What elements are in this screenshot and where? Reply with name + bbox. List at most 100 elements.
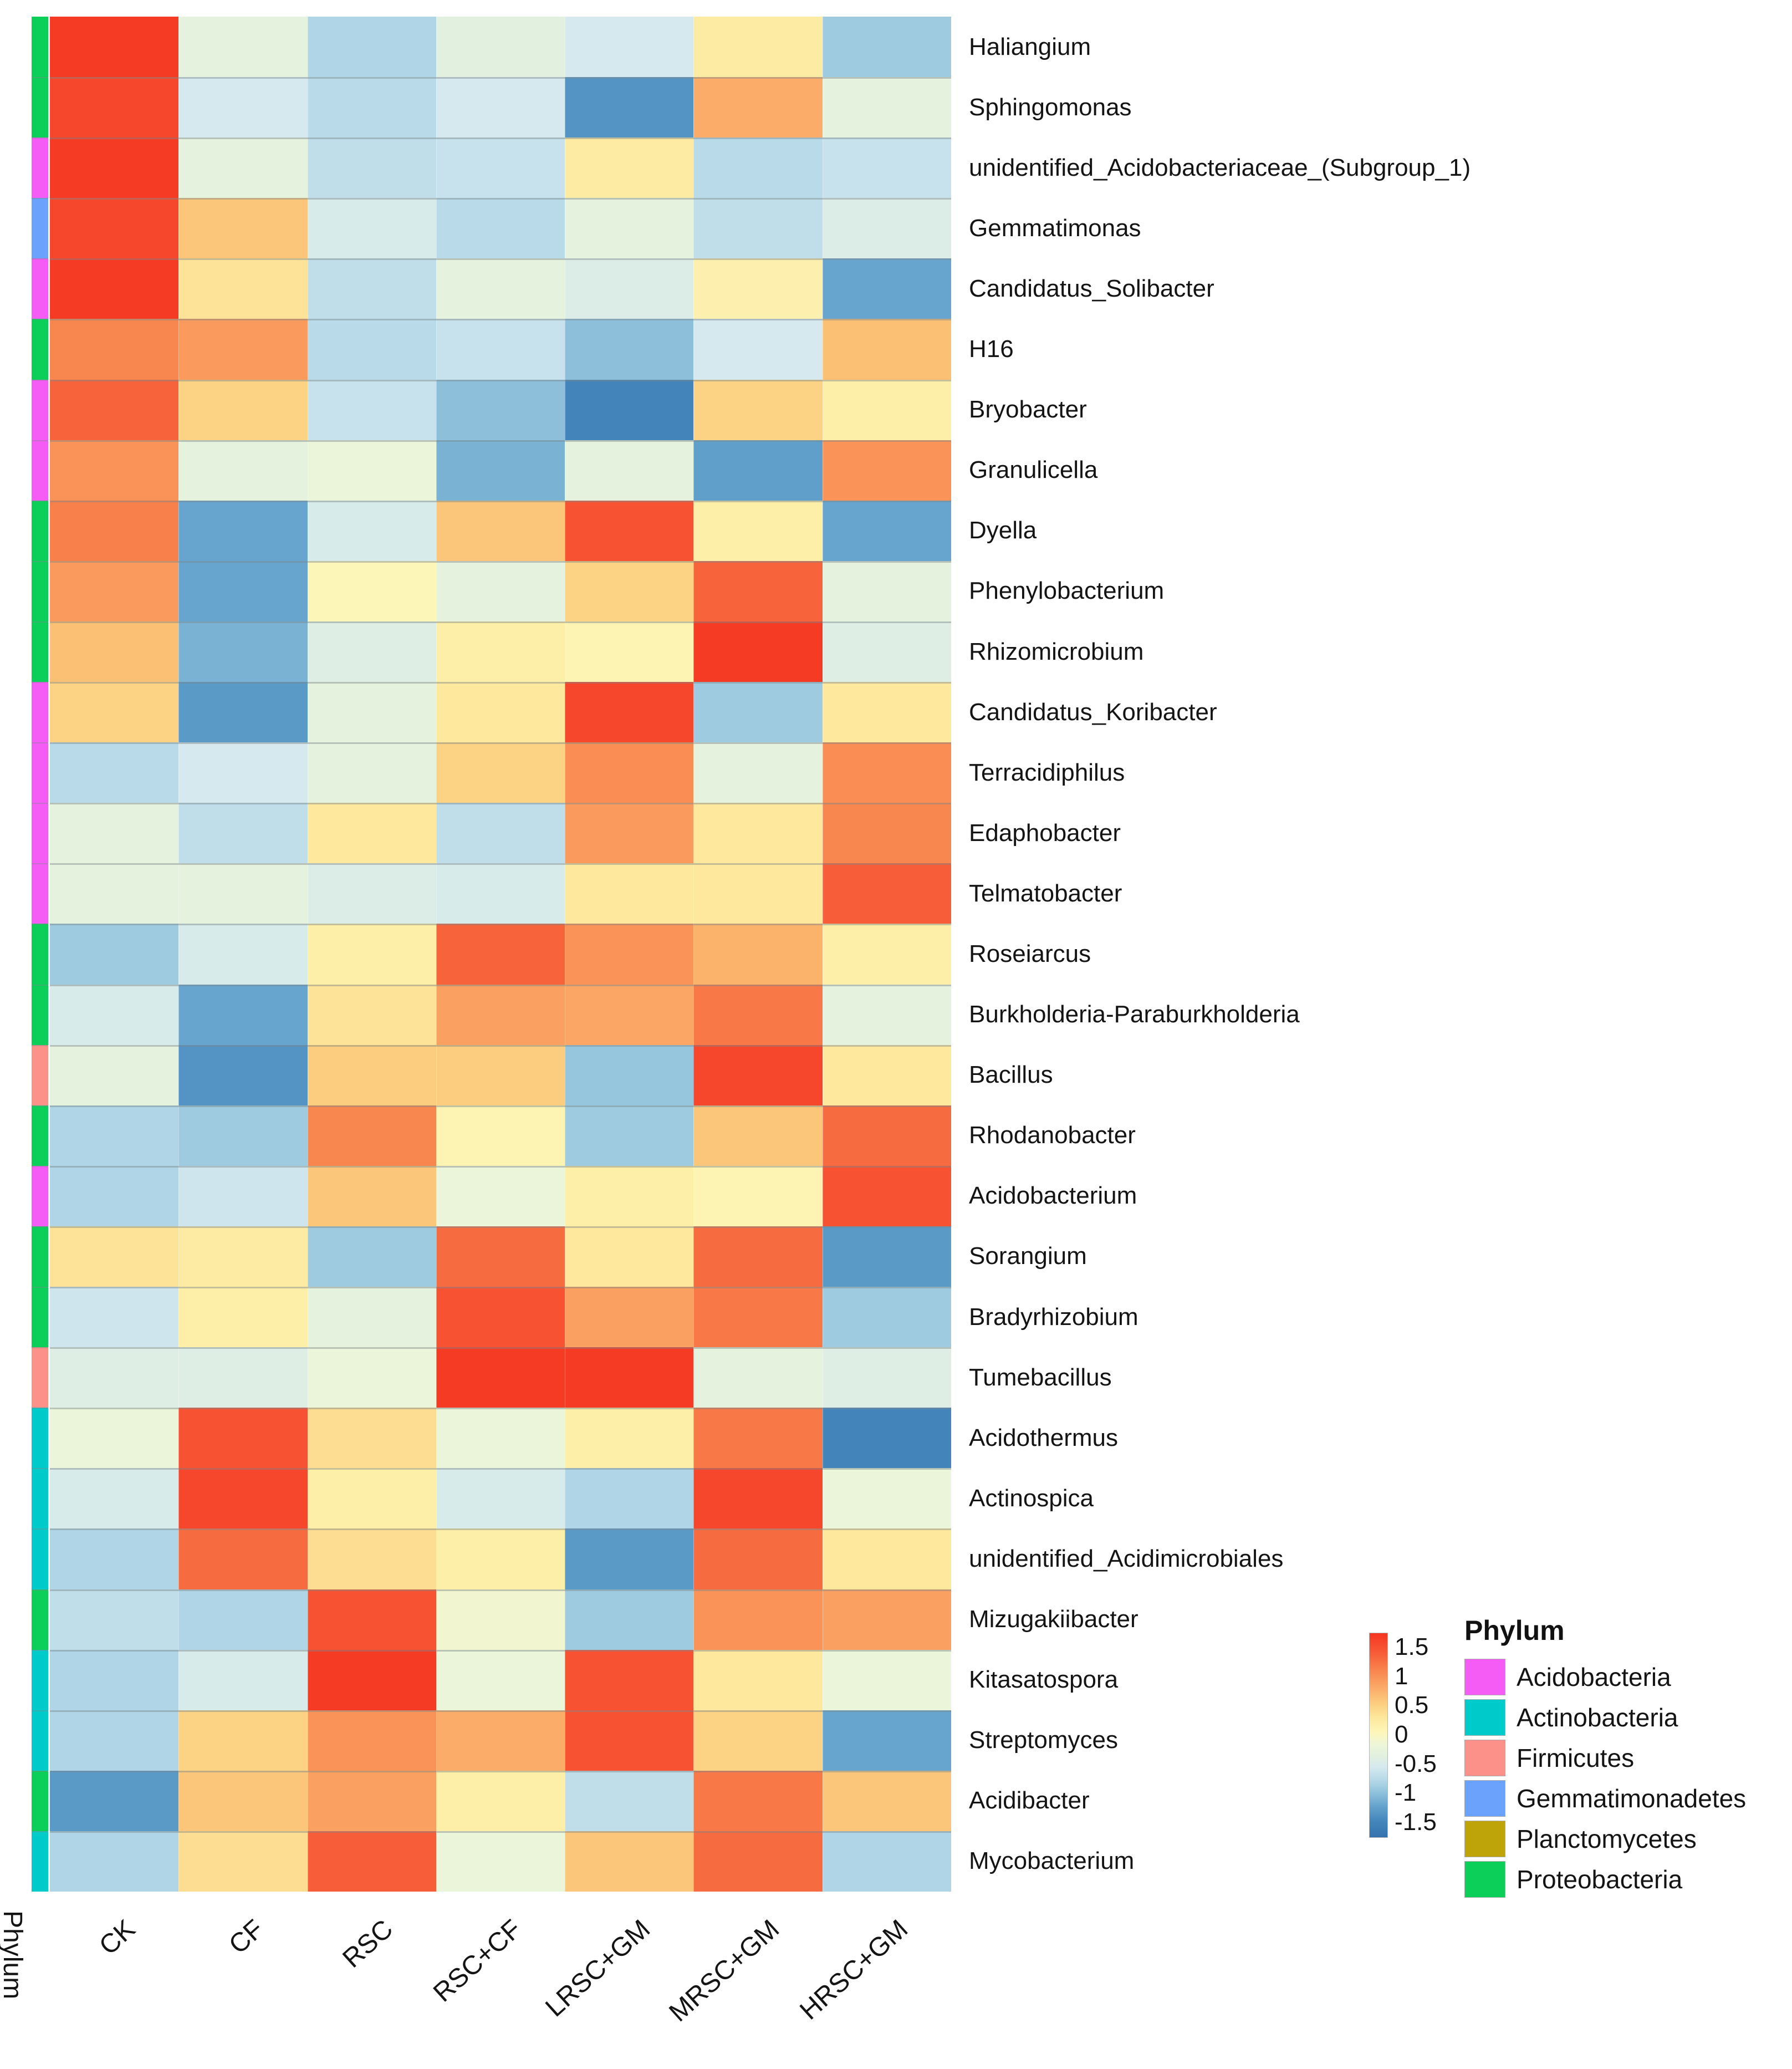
colorbar-tick: 1.5	[1395, 1633, 1429, 1661]
row-label: Haliangium	[969, 33, 1091, 60]
heatmap-cell	[565, 1287, 694, 1348]
heatmap-cell	[436, 560, 565, 622]
heatmap-cell	[822, 137, 952, 198]
row-label: Terracidiphilus	[969, 758, 1125, 786]
phylum-strip-segment	[32, 17, 48, 78]
heatmap-cell	[822, 1649, 952, 1711]
heatmap-cell	[178, 1408, 308, 1469]
heatmap-cell	[822, 1528, 952, 1589]
heatmap-cell	[50, 984, 179, 1046]
heatmap-cell	[178, 984, 308, 1046]
heatmap-cell	[693, 1528, 823, 1589]
heatmap-cell	[50, 1105, 179, 1166]
heatmap-cell	[436, 1408, 565, 1469]
heatmap-cell	[50, 621, 179, 682]
phylum-legend-label: Planctomycetes	[1517, 1825, 1697, 1853]
row-label: Gemmatimonas	[969, 214, 1141, 242]
heatmap-cell	[50, 1770, 179, 1832]
heatmap-cell	[178, 803, 308, 864]
heatmap-cell	[693, 440, 823, 501]
phylum-strip-segment	[32, 1347, 48, 1408]
heatmap-cell	[822, 1347, 952, 1408]
heatmap-cell	[822, 258, 952, 319]
row-label: Rhizomicrobium	[969, 638, 1144, 665]
heatmap-cell	[307, 1105, 437, 1166]
heatmap-cell	[307, 924, 437, 985]
heatmap-cell	[822, 1044, 952, 1106]
phylum-strip-segment	[32, 621, 48, 682]
phylum-strip-segment	[32, 1105, 48, 1166]
colorbar-tick: 1	[1395, 1662, 1408, 1690]
heatmap-cell	[178, 1044, 308, 1106]
heatmap-cell	[693, 1226, 823, 1287]
heatmap-cell	[307, 77, 437, 138]
heatmap-cell	[565, 1226, 694, 1287]
row-label: Candidatus_Solibacter	[969, 274, 1214, 302]
heatmap-cell	[693, 682, 823, 743]
phylum-strip-segment	[32, 742, 48, 803]
heatmap-cell	[178, 560, 308, 622]
heatmap-cell	[307, 319, 437, 380]
heatmap-cell	[50, 1589, 179, 1650]
heatmap-cell	[50, 803, 179, 864]
zscore-colorbar	[1369, 1633, 1388, 1838]
heatmap-cell	[436, 379, 565, 441]
row-label: Granulicella	[969, 456, 1098, 484]
heatmap-cell	[822, 742, 952, 803]
heatmap-cell	[436, 924, 565, 985]
heatmap-cell	[822, 682, 952, 743]
heatmap-cell	[565, 17, 694, 78]
heatmap-cell	[822, 77, 952, 138]
heatmap-cell	[307, 803, 437, 864]
heatmap-cell	[307, 17, 437, 78]
heatmap-cell	[307, 1408, 437, 1469]
heatmap-cell	[307, 560, 437, 622]
phylum-legend-swatch	[1464, 1740, 1505, 1776]
heatmap-cell	[822, 1165, 952, 1227]
heatmap-cell	[436, 17, 565, 78]
heatmap-cell	[178, 1347, 308, 1408]
heatmap-cell	[693, 1287, 823, 1348]
heatmap-cell	[565, 803, 694, 864]
row-label: Bradyrhizobium	[969, 1303, 1138, 1331]
heatmap-cell	[693, 621, 823, 682]
row-label: Kitasatospora	[969, 1666, 1119, 1694]
phylum-strip-segment	[32, 1468, 48, 1529]
heatmap-cell	[178, 1165, 308, 1227]
heatmap-cell	[307, 1528, 437, 1589]
heatmap-cell	[693, 198, 823, 259]
heatmap-cell	[50, 863, 179, 924]
row-label: Mizugakiibacter	[969, 1606, 1138, 1633]
phylum-strip-segment	[32, 1528, 48, 1589]
heatmap-cell	[307, 984, 437, 1046]
heatmap-cell	[307, 1831, 437, 1892]
heatmap-cell	[50, 500, 179, 562]
phylum-legend-label: Proteobacteria	[1517, 1865, 1683, 1894]
heatmap-cell	[436, 1649, 565, 1711]
heatmap-cell	[693, 17, 823, 78]
phylum-strip-segment	[32, 198, 48, 259]
colorbar-tick: -1	[1395, 1779, 1417, 1807]
heatmap-cell	[178, 1528, 308, 1589]
heatmap-cell	[307, 1044, 437, 1106]
heatmap-cell	[178, 137, 308, 198]
heatmap-cell	[50, 137, 179, 198]
phylum-legend-label: Gemmatimonadetes	[1517, 1784, 1747, 1813]
heatmap-cell	[565, 258, 694, 319]
heatmap-cell	[822, 924, 952, 985]
heatmap-cell	[565, 1347, 694, 1408]
heatmap-cell	[307, 1649, 437, 1711]
phylum-strip-segment	[32, 1165, 48, 1227]
heatmap-cell	[436, 1528, 565, 1589]
heatmap-cell	[50, 1408, 179, 1469]
heatmap-cell	[822, 1770, 952, 1832]
heatmap-cell	[693, 1165, 823, 1227]
heatmap-cell	[178, 1468, 308, 1529]
heatmap-cell	[565, 1408, 694, 1469]
heatmap-cell	[50, 560, 179, 622]
heatmap-cell	[693, 1408, 823, 1469]
heatmap-cell	[693, 1044, 823, 1106]
heatmap-cell	[50, 1831, 179, 1892]
heatmap-cell	[565, 984, 694, 1046]
